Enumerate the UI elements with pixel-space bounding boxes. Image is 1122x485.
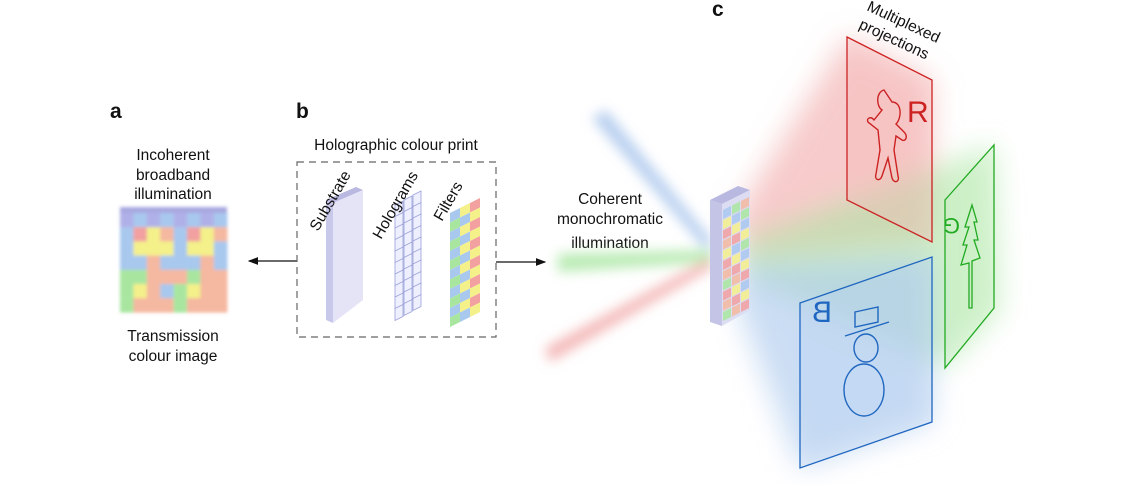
holographic-print (710, 186, 750, 326)
mosaic-tile (146, 298, 161, 313)
projection-blue: B (799, 256, 933, 469)
mosaic-tile (160, 227, 174, 242)
holographic-print-title: Holographic colour print (314, 137, 478, 154)
mosaic-tile (187, 227, 201, 242)
mosaic-tile (160, 213, 174, 228)
incoming-beams (545, 110, 712, 362)
label-illumination-c: illumination (571, 235, 649, 252)
mosaic-tile (173, 269, 188, 285)
mosaic-tile (200, 213, 214, 228)
mosaic-tile (120, 213, 134, 228)
panel-letter-a: a (110, 100, 122, 123)
tree-icon (960, 202, 981, 309)
incoming-green-beam (558, 250, 712, 272)
panel-c: c Coherent monochromatic illumination R (545, 0, 1000, 469)
mosaic-tile (213, 227, 228, 242)
projection-red: R (846, 35, 933, 244)
incoming-blue-beam (592, 110, 712, 250)
mosaic-tile (146, 269, 161, 285)
label-monochromatic: monochromatic (557, 211, 663, 228)
mosaic-tile (146, 213, 161, 228)
mosaic-tile (213, 298, 228, 313)
transmission-colour-image (120, 207, 228, 313)
snowman-icon (843, 306, 890, 417)
projection-letter-r: R (907, 96, 929, 129)
panel-b: b Holographic colour print Substrate Hol… (296, 100, 547, 338)
mosaic-tile (133, 269, 147, 285)
mosaic-tile (120, 298, 134, 313)
mosaic-tile (133, 255, 147, 270)
mosaic-tile (213, 255, 228, 270)
projection-letter-g: G (943, 213, 960, 238)
mosaic-tile (120, 227, 134, 242)
mosaic-tile (160, 241, 174, 256)
mosaic-tile (200, 241, 214, 256)
mosaic-tile (120, 284, 134, 299)
holograms-layer (394, 190, 422, 322)
mosaic-tile (160, 269, 174, 285)
mosaic-tile (187, 255, 201, 270)
mosaic-tile (133, 227, 147, 242)
mosaic-tile (200, 298, 214, 313)
filters-layer (450, 198, 480, 327)
mosaic-tile (213, 213, 228, 228)
mosaic-tile (173, 241, 188, 256)
mosaic-tile (213, 241, 228, 256)
mosaic-tile (173, 298, 188, 313)
mosaic-tile (213, 284, 228, 299)
mosaic-tile (146, 284, 161, 299)
label-incoherent: Incoherent (136, 147, 210, 164)
mosaic-tile (173, 284, 188, 299)
label-colour-image: colour image (129, 348, 218, 365)
gingerbread-man-icon (866, 89, 907, 183)
mosaic-tile (160, 255, 174, 270)
mosaic-tile (200, 227, 214, 242)
mosaic-tile (173, 255, 188, 270)
projection-letter-b: B (812, 296, 832, 329)
mosaic-tile (200, 269, 214, 285)
mosaic-tile (146, 241, 161, 256)
mosaic-tile (173, 213, 188, 228)
projection-green: G (943, 143, 995, 370)
projection-cones (735, 37, 1000, 468)
mosaic-tile (146, 227, 161, 242)
mosaic-tile (160, 284, 174, 299)
panel-letter-b: b (296, 100, 309, 123)
incoming-red-beam (545, 258, 712, 362)
mosaic-tile (187, 284, 201, 299)
mosaic-tile (133, 284, 147, 299)
mosaic-tile (133, 298, 147, 313)
mosaic-tile (187, 213, 201, 228)
substrate-layer (326, 187, 363, 323)
label-transmission: Transmission (127, 328, 219, 345)
panel-letter-c: c (712, 0, 724, 21)
mosaic-tile (213, 269, 228, 285)
panel-a: a Incoherent broadband illumination Tran… (110, 100, 297, 365)
mosaic-tile (187, 241, 201, 256)
mosaic-tile (200, 284, 214, 299)
mosaic-tile (133, 241, 147, 256)
mosaic-tile (133, 213, 147, 228)
mosaic-tile (160, 298, 174, 313)
label-illumination: illumination (134, 186, 212, 203)
mosaic-tile (120, 241, 134, 256)
mosaic-tile (173, 227, 188, 242)
mosaic-tile (146, 255, 161, 270)
mosaic-tile (187, 269, 201, 285)
print-dashed-box (296, 161, 497, 338)
mosaic-tile (187, 298, 201, 313)
mosaic-tile (120, 269, 134, 285)
label-coherent: Coherent (578, 191, 642, 208)
mosaic-tile (120, 255, 134, 270)
mosaic-tile (200, 255, 214, 270)
label-broadband: broadband (136, 167, 210, 184)
